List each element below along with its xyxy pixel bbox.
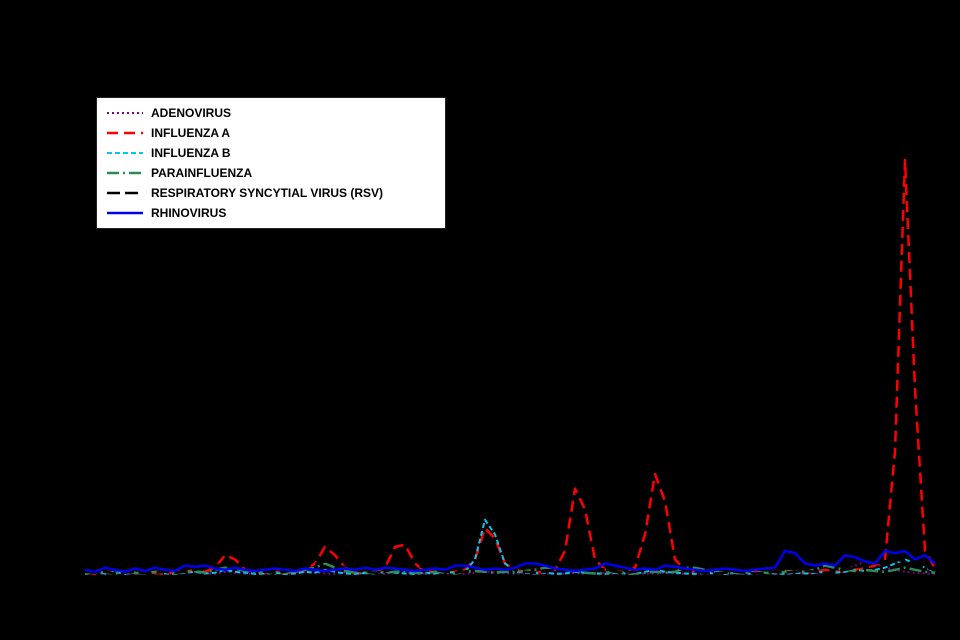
legend: ADENOVIRUS INFLUENZA A INFLUENZA B PARAI…: [96, 97, 446, 229]
rsv-line-icon: [107, 191, 143, 195]
series-line-parainfluenza: [84, 562, 936, 576]
rhinovirus-line-icon: [107, 211, 143, 215]
legend-item-influenza-a: INFLUENZA A: [105, 123, 437, 143]
influenza-b-line-icon: [107, 152, 143, 154]
parainfluenza-line-icon: [107, 171, 143, 175]
legend-item-adenovirus: ADENOVIRUS: [105, 103, 437, 123]
legend-item-parainfluenza: PARAINFLUENZA: [105, 163, 437, 183]
legend-item-rhinovirus: RHINOVIRUS: [105, 203, 437, 223]
legend-label-influenza-a: INFLUENZA A: [151, 126, 231, 140]
legend-label-parainfluenza: PARAINFLUENZA: [151, 166, 253, 180]
adenovirus-line-icon: [107, 112, 143, 114]
legend-label-rsv: RESPIRATORY SYNCYTIAL VIRUS (RSV): [151, 186, 384, 200]
series-line-rhinovirus: [84, 549, 936, 574]
legend-label-rhinovirus: RHINOVIRUS: [151, 206, 227, 220]
legend-label-adenovirus: ADENOVIRUS: [151, 106, 232, 120]
series-line-respiratory-syncytial-virus-rsv: [84, 558, 936, 575]
legend-item-rsv: RESPIRATORY SYNCYTIAL VIRUS (RSV): [105, 183, 437, 203]
legend-item-influenza-b: INFLUENZA B: [105, 143, 437, 163]
legend-label-influenza-b: INFLUENZA B: [151, 146, 231, 160]
influenza-a-line-icon: [107, 131, 143, 135]
